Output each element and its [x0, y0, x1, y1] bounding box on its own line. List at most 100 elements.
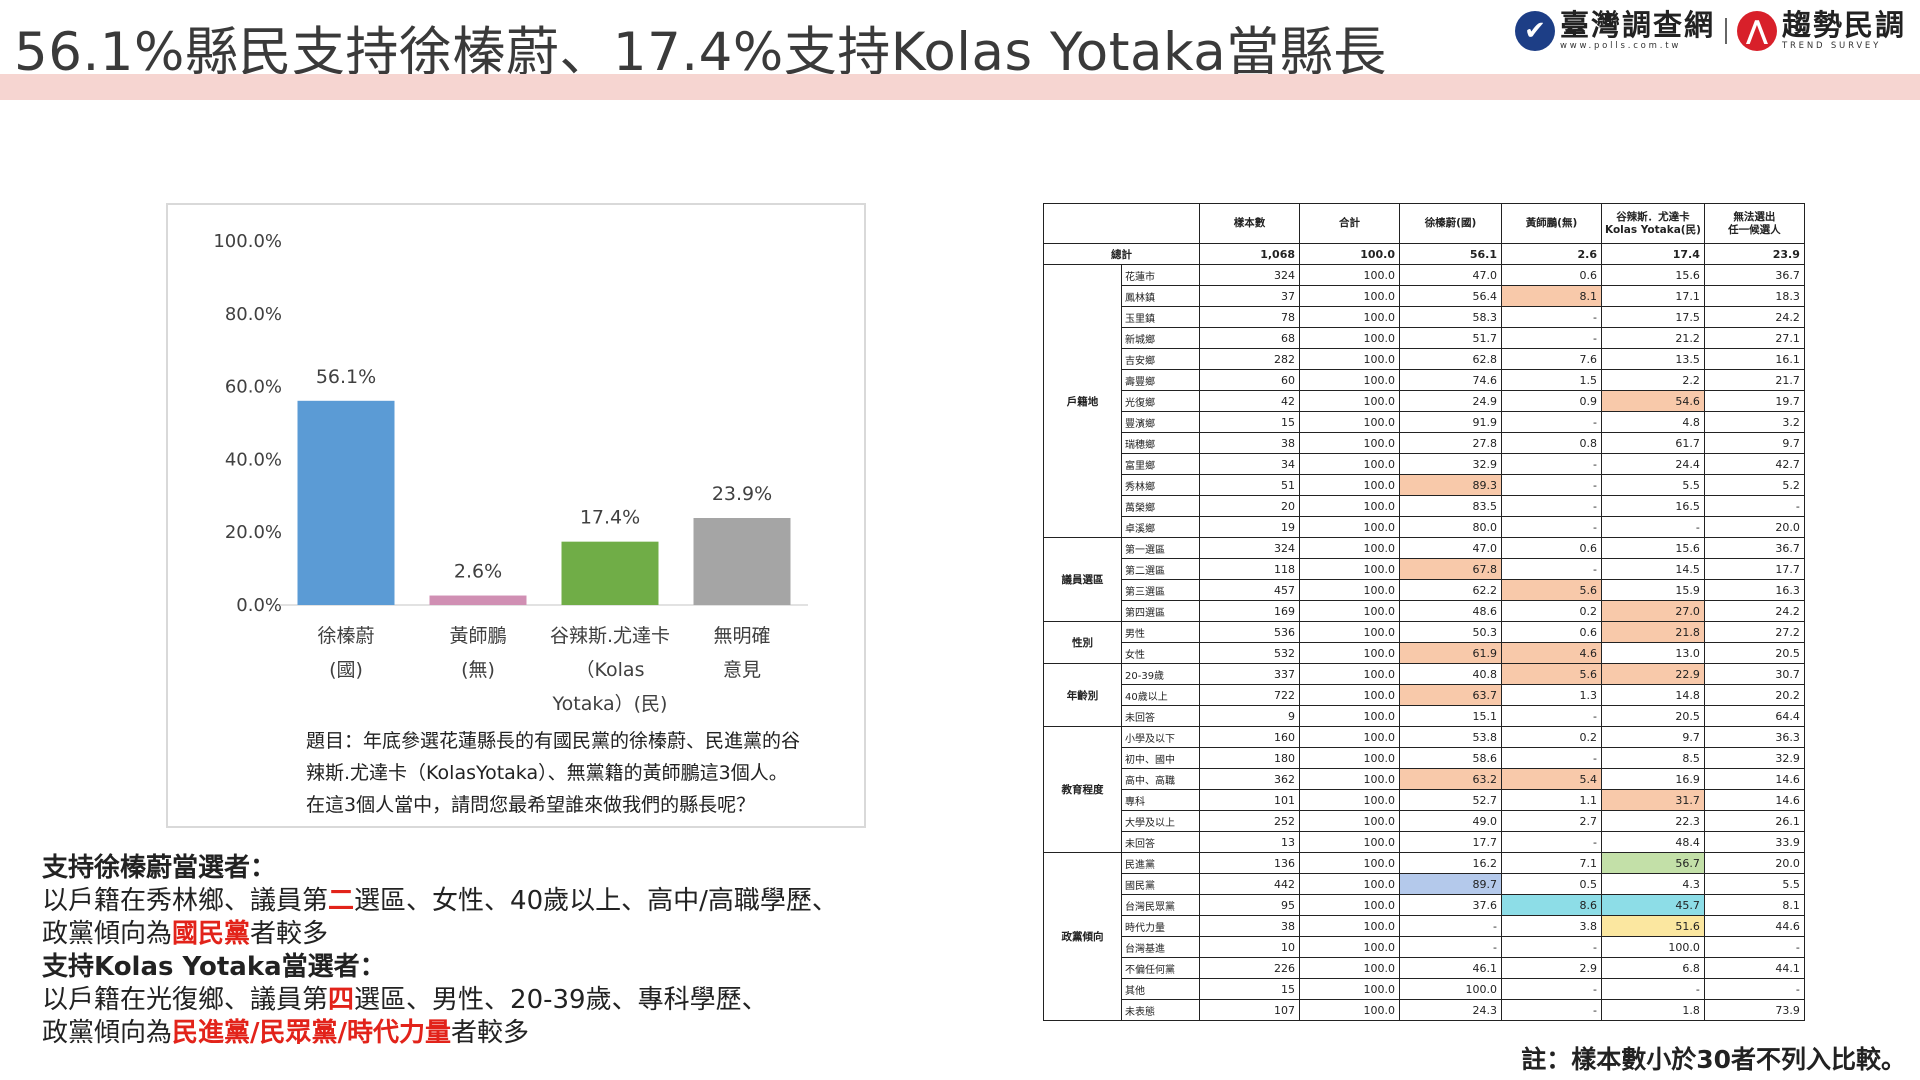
- table-row: 鳳林鎮 37 100.0 56.4 8.1 17.1 18.3: [1044, 285, 1805, 307]
- table-row: 未回答 13 100.0 17.7-48.4 33.9: [1044, 831, 1805, 853]
- table-cell: 56.7: [1601, 852, 1705, 874]
- table-cell: 46.1: [1399, 957, 1502, 979]
- table-cell: 36.7: [1703, 537, 1805, 559]
- table-cell: 27.8: [1399, 432, 1502, 454]
- table-cell: 34: [1199, 453, 1300, 475]
- table-cell: 100.0: [1299, 705, 1400, 727]
- table-cell: 64.4: [1703, 705, 1805, 727]
- group-label: 年齡別: [1043, 663, 1122, 727]
- table-cell: 91.9: [1399, 411, 1502, 433]
- row-label: 瑞穗鄉: [1121, 432, 1200, 454]
- table-cell: 100.0: [1299, 768, 1400, 790]
- trend-logo-name: 趨勢民調: [1781, 8, 1906, 43]
- table-row: 新城鄉 68 100.0 51.7-21.2 27.1: [1044, 327, 1805, 349]
- table-cell: 100.0: [1299, 453, 1400, 475]
- data-label: 56.1%: [316, 366, 376, 388]
- table-cell: 47.0: [1399, 537, 1502, 559]
- note-text: 政黨傾向為: [42, 1018, 173, 1048]
- row-label: 高中、高職: [1121, 768, 1200, 790]
- table-cell: 20.5: [1601, 705, 1705, 727]
- col-header: 合計: [1299, 203, 1400, 244]
- table-cell: 100.0: [1299, 684, 1400, 706]
- table-cell: 8.6: [1501, 894, 1602, 916]
- table-row: 卓溪鄉 19 100.0 80.0- -20.0: [1044, 516, 1805, 538]
- group-label: 戶籍地: [1043, 264, 1122, 538]
- row-label: 民進黨: [1121, 852, 1200, 874]
- table-row: 國民黨 442 100.0 89.7 0.5 4.3 5.5: [1044, 873, 1805, 895]
- table-cell: 17.1: [1601, 285, 1705, 307]
- table-cell: -: [1399, 915, 1502, 937]
- table-cell: 47.0: [1399, 264, 1502, 286]
- col-header: 谷辣斯．尤達卡 Kolas Yotaka(民): [1601, 203, 1705, 244]
- table-cell: -: [1501, 453, 1602, 475]
- question-line-2: 辣斯.尤達卡（KolasYotaka）、無黨籍的黃師鵬這3個人。: [306, 762, 788, 784]
- y-tick-label: 80.0%: [225, 304, 282, 325]
- table-cell: 32.9: [1399, 453, 1502, 475]
- table-cell: 100.0: [1299, 999, 1400, 1021]
- table-cell: 136: [1199, 852, 1300, 874]
- table-cell: 4.8: [1601, 411, 1705, 433]
- table-cell: 21.7: [1703, 369, 1805, 391]
- table-cell: 180: [1199, 747, 1300, 769]
- row-label: 男性: [1121, 621, 1200, 643]
- row-label: 花蓮市: [1121, 264, 1200, 286]
- table-cell: 100.0: [1299, 642, 1400, 664]
- table-cell: 7.6: [1501, 348, 1602, 370]
- row-label: 國民黨: [1121, 873, 1200, 895]
- table-cell: 107: [1199, 999, 1300, 1021]
- table-cell: 100.0: [1299, 432, 1400, 454]
- survey-question: 題目：年底參選花蓮縣長的有國民黨的徐榛蔚、民進黨的谷 辣斯.尤達卡（KolasY…: [306, 725, 846, 821]
- row-label: 未回答: [1121, 831, 1200, 853]
- table-cell: 100.0: [1299, 789, 1400, 811]
- table-cell: 17.5: [1601, 306, 1705, 328]
- table-row: 秀林鄉 51 100.0 89.3-5.5 5.2: [1044, 474, 1805, 496]
- table-cell: 48.6: [1399, 600, 1502, 622]
- table-cell: 100.0: [1299, 327, 1400, 349]
- table-cell: -: [1703, 978, 1805, 1000]
- data-label: 17.4%: [580, 507, 640, 529]
- table-cell: 100.0: [1299, 852, 1400, 874]
- table-cell: 73.9: [1703, 999, 1805, 1021]
- col-header: 樣本數: [1199, 203, 1300, 244]
- table-cell: -: [1501, 831, 1602, 853]
- row-label: 第一選區: [1121, 537, 1200, 559]
- row-label: 第四選區: [1121, 600, 1200, 622]
- table-cell: 48.4: [1601, 831, 1705, 853]
- table-cell: 15.1: [1399, 705, 1502, 727]
- y-tick-label: 100.0%: [213, 231, 282, 252]
- trend-survey-logo[interactable]: ⋀ 趨勢民調 TREND SURVEY: [1736, 8, 1906, 52]
- polls-logo[interactable]: ✔ 臺灣調查網 www.polls.com.tw: [1514, 11, 1715, 51]
- table-row: 高中、高職 362 100.0 63.2 5.4 16.9 14.6: [1044, 768, 1805, 790]
- table-cell: -: [1501, 474, 1602, 496]
- row-label: 其他: [1121, 978, 1200, 1000]
- table-row: 性別 男性 536 100.0 50.3 0.6 21.8 27.2: [1043, 621, 1805, 664]
- table-row: 專科 101 100.0 52.7 1.1 31.7 14.6: [1044, 789, 1805, 811]
- row-label: 女性: [1121, 642, 1200, 664]
- y-tick-label: 20.0%: [225, 522, 282, 543]
- table-cell: 0.9: [1501, 390, 1602, 412]
- table-cell: 42: [1199, 390, 1300, 412]
- trend-logo-sub: TREND SURVEY: [1781, 41, 1882, 52]
- table-cell: 63.2: [1399, 768, 1502, 790]
- table-cell: 100.0: [1299, 663, 1400, 685]
- table-cell: 74.6: [1399, 369, 1502, 391]
- table-cell: 95: [1199, 894, 1300, 916]
- table-cell: 100.0: [1299, 285, 1400, 307]
- table-cell: 16.1: [1703, 348, 1805, 370]
- table-cell: 3.2: [1703, 411, 1805, 433]
- table-cell: 2.9: [1501, 957, 1602, 979]
- x-tick-label: 無明確: [713, 625, 770, 647]
- table-cell: 100.0: [1299, 369, 1400, 391]
- table-cell: 37: [1199, 285, 1300, 307]
- table-cell: 30.7: [1703, 663, 1805, 685]
- table-cell: -: [1601, 516, 1705, 538]
- table-cell: -: [1501, 516, 1602, 538]
- table-cell: 22.9: [1601, 663, 1705, 685]
- table-cell: 56.1: [1399, 243, 1502, 265]
- table-cell: 100.0: [1299, 537, 1400, 559]
- table-cell: 62.2: [1399, 579, 1502, 601]
- x-tick-label: 意見: [723, 659, 761, 681]
- table-cell: 89.3: [1399, 474, 1502, 496]
- table-cell: 24.2: [1703, 306, 1805, 328]
- table-cell: 15: [1199, 411, 1300, 433]
